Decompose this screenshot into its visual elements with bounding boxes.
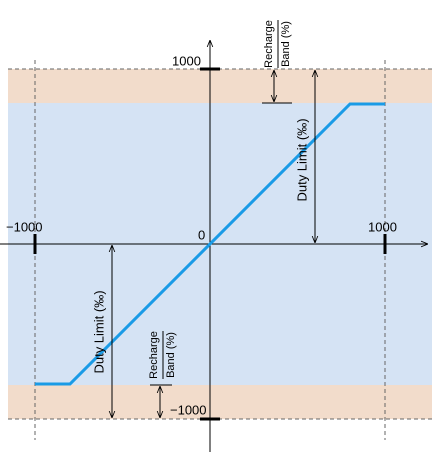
recharge-text: Recharge bbox=[263, 20, 275, 68]
top-duty-limit: Duty Limit (‰) bbox=[294, 118, 309, 201]
ticks bbox=[33, 67, 387, 421]
x-max-label: 1000 bbox=[368, 219, 397, 234]
recharge-band-top bbox=[8, 69, 432, 103]
x-min-label: −1000 bbox=[6, 219, 43, 234]
y-max-label: 1000 bbox=[172, 53, 201, 68]
dimensions bbox=[102, 70, 325, 418]
y-min-label: −1000 bbox=[170, 402, 207, 417]
band-text: Band (%) bbox=[165, 332, 177, 378]
top-recharge-label: Recharge Band (%) bbox=[263, 20, 292, 68]
bottom-duty-limit: Duty Limit (‰) bbox=[91, 290, 106, 373]
bottom-recharge-label: Recharge Band (%) bbox=[148, 331, 177, 379]
duty-curve bbox=[35, 102, 385, 386]
recharge-band-bottom bbox=[8, 385, 432, 419]
band-text: Band (%) bbox=[280, 21, 292, 67]
origin-label: 0 bbox=[198, 227, 205, 242]
recharge-text: Recharge bbox=[148, 331, 160, 379]
